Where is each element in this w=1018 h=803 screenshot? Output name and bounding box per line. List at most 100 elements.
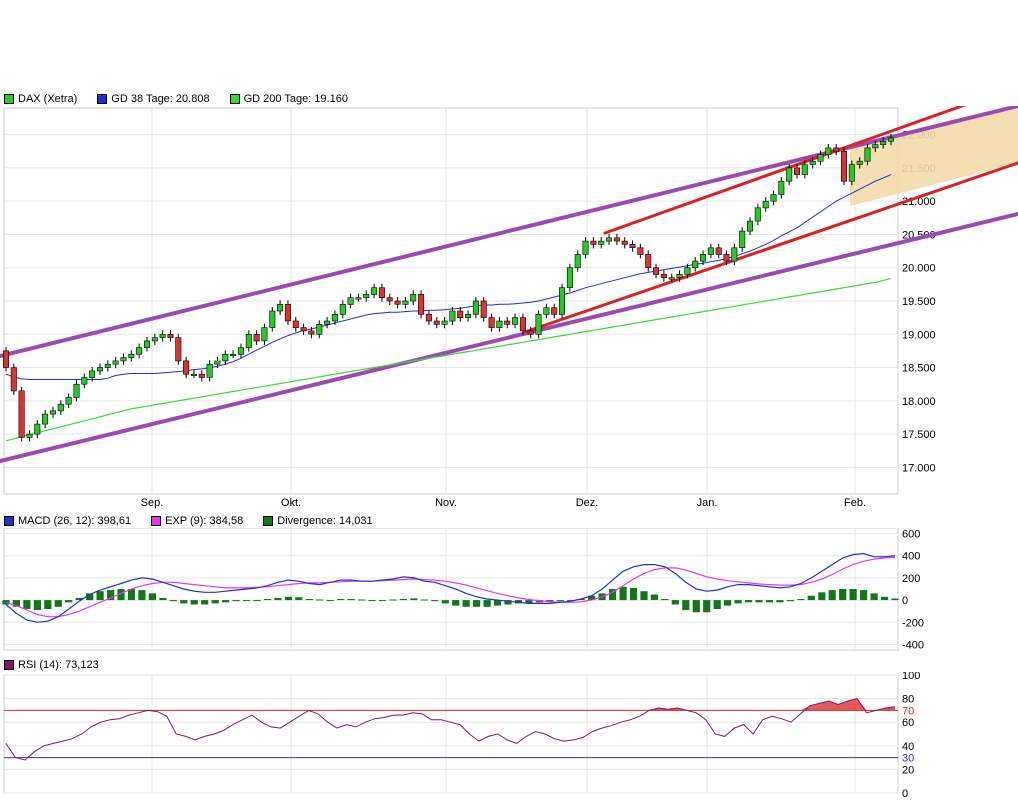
trend-upper-line [603,106,967,235]
channel-band-fill [850,106,1018,206]
divergence-bar [378,600,387,602]
candle-body [183,360,190,375]
divergence-bar [337,599,345,601]
macd-plot-area [3,528,899,651]
divergence-bar [504,600,512,605]
candle-body [676,274,683,278]
candle-body [887,137,894,142]
divergence-bar [682,600,690,611]
legend-item-exp: EXP (9): 384,58 [151,515,243,527]
candle-body [739,230,746,248]
channel-lower-line [0,212,1018,463]
divergence-bar [190,600,198,605]
candle-body [512,317,519,325]
candle-body [402,300,409,305]
price-y-tick-label: 18.500 [902,363,936,375]
divergence-bar [880,596,889,601]
divergence-bar [870,593,878,601]
legend-swatch [151,516,162,526]
candle-body [480,300,487,318]
legend-swatch [4,660,14,670]
divergence-bar [117,589,125,601]
divergence-bar [786,600,794,602]
divergence-bar [12,600,20,607]
divergence-bar [201,600,209,605]
candle-body [715,247,722,255]
divergence-bar [776,600,784,603]
candle-body [339,304,346,315]
candle-body [605,237,612,242]
candle-body [441,320,448,325]
candle-body [809,160,816,165]
candle-body [269,310,276,328]
divergence-bar [797,599,805,601]
candle-body [527,330,534,335]
macd-y-tick-label: 200 [902,573,920,585]
divergence-bar [609,589,617,601]
divergence-bar [807,595,815,601]
divergence-bar [619,586,627,601]
legend-label-gd38: GD 38 Tage: 20.808 [111,93,210,105]
candle-body [519,317,526,332]
rsi-y-tick-label: 0 [902,788,908,800]
candle-body [598,240,605,245]
candle-body [18,390,25,438]
macd-y-tick-label: -200 [902,617,924,629]
candle-body [825,147,832,155]
macd-chart: 600 400 200 0 -200 -400 [2,528,924,651]
candle-body [206,363,213,378]
candle-body [410,294,417,302]
candle-body [10,367,17,392]
gd200-line [5,277,892,442]
divergence-bar [347,599,355,601]
candle-body [778,180,785,195]
price-x-tick-label: Dez. [576,497,599,509]
candle-body [707,247,714,255]
divergence-bar [441,600,449,604]
legend-label-dax: DAX (Xetra) [18,93,78,105]
divergence-bar [640,591,648,601]
divergence-bar [420,599,428,601]
legend-swatch [4,94,14,104]
price-y-tick-label: 20.000 [902,263,936,275]
candle-body [104,363,111,368]
candle-body [472,300,479,315]
candle-body [637,247,644,255]
price-x-tick-label: Feb. [844,497,866,509]
candle-body [465,314,472,318]
divergence-bar [525,600,533,603]
divergence-bar [263,599,272,601]
candle-body [699,254,706,262]
divergence-bar [546,600,554,602]
price-y-tick-label: 18.000 [902,396,936,408]
rsi-plot-area [3,674,899,794]
divergence-bar [284,596,292,601]
rsi-y-tick-label: 70 [902,705,914,717]
divergence-bar [588,595,596,601]
candle-body [394,300,401,305]
divergence-bar [410,598,418,601]
legend-label-divergence: Divergence: 14,031 [277,515,373,527]
candle-body [42,413,49,425]
divergence-bar [650,594,658,600]
candle-body [253,334,260,342]
candle-body [308,330,315,335]
candle-body [551,307,558,315]
divergence-bar [211,600,219,604]
legend-label-macd: MACD (26, 12): 398,61 [18,515,132,527]
divergence-bar [462,600,470,607]
candle-body [57,403,64,412]
candle-body [112,360,119,365]
divergence-bar [849,589,857,601]
candle-body [34,423,41,435]
candle-body [590,240,597,245]
exp-line [5,556,896,618]
divergence-bar [222,600,230,603]
price-legend: DAX (Xetra) GD 38 Tage: 20.808 GD 200 Ta… [4,92,368,106]
divergence-bar [671,600,679,605]
candle-body [230,353,237,356]
candle-body [457,310,464,318]
legend-label-exp: EXP (9): 384,58 [165,515,244,527]
divergence-bar [703,600,711,613]
candle-body [652,267,659,275]
